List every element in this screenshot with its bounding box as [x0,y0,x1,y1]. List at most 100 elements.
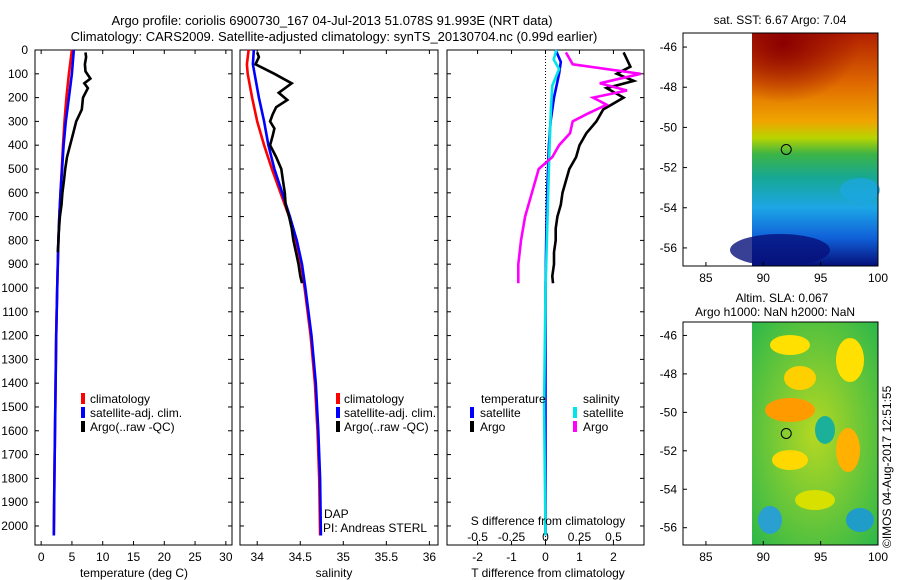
x-tick-label: 5 [69,550,76,564]
temperature-legend: climatology satellite-adj. clim. Argo(..… [81,392,182,434]
series-line-t-argo [550,51,638,284]
depth-tick-label: 1500 [1,400,28,414]
x-tick-label: 20 [158,550,172,564]
x-tick-label: 2 [610,550,617,564]
x-tick-label: 35.5 [375,550,399,564]
legend-label-t-argo: Argo [480,420,506,434]
x-top-tick-label: 0.5 [605,530,622,544]
depth-tick-label: 1200 [1,329,28,343]
depth-tick-label: 300 [8,114,28,128]
depth-tick-label: 100 [8,67,28,81]
x-top-tick-label: -0.5 [467,530,488,544]
legend-salinity-header: salinity [583,392,620,406]
sla-map-ticks: 85 90 95 100 -46 -48 -50 -52 -54 -56 [660,328,889,564]
depth-tick-label: 1800 [1,471,28,485]
series-line-argo-raw-qc- [253,51,304,284]
x-tick-label: 25 [188,550,202,564]
depth-tick-label: 1000 [1,281,28,295]
depth-tick-label: 200 [8,91,28,105]
x-tick-label: 1 [576,550,583,564]
sst-map-ticks: 85 90 95 100 -46 -48 -50 -52 -54 -56 [660,40,889,285]
sst-red-patch [752,33,878,133]
map-y-tick-label: -56 [660,241,678,255]
series-line-argo-raw-qc- [56,52,93,253]
salinity-panel: 34 34.5 35 35.5 36 salinity climatology sate… [239,49,439,580]
sla-blob [836,338,864,382]
legend-swatch-argo [336,421,340,432]
difference-series [516,49,641,536]
map-y-tick-label: -56 [660,521,678,535]
legend-swatch-argo [81,421,85,432]
series-line-climatology [245,49,322,536]
x-tick-label: 0 [542,550,549,564]
x-tick-label: 30 [219,550,233,564]
legend-temperature-header: temperature [481,392,546,406]
map-y-tick-label: -48 [660,367,678,381]
depth-tick-label: 600 [8,186,28,200]
sst-map-title: sat. SST: 6.67 Argo: 7.04 [714,13,847,27]
sst-cold-patch [730,234,830,266]
series-line-s-argo [516,51,641,284]
series-line-satellite-adj-clim- [251,49,323,536]
legend-label-t-sat: satellite [480,406,521,420]
legend-label-sat: satellite-adj. clim. [344,406,436,420]
x-tick-label: -1 [506,550,517,564]
title-line1: Argo profile: coriolis 6900730_167 04-Ju… [111,13,552,28]
map-x-tick-label: 95 [814,550,828,564]
depth-tick-label: 900 [8,257,28,271]
temperature-panel: 0 5 10 15 20 25 30 temperature (deg C) climato… [34,49,233,580]
depth-tick-label: 0 [21,43,28,57]
map-y-tick-label: -46 [660,328,678,342]
depth-axis: 0 100 200 300 400 500 600 700 800 900 1000 1100 1200… [1,43,28,533]
x-top-tick-label: -0.25 [498,530,526,544]
x-tick-label: 0 [38,550,45,564]
legend-label-sat: satellite-adj. clim. [90,406,182,420]
depth-tick-label: 1900 [1,495,28,509]
salinity-xlabel: salinity [316,566,353,580]
map-x-tick-label: 85 [699,550,713,564]
depth-tick-label: 1600 [1,424,28,438]
sst-cool-patch [840,178,880,202]
legend-label-argo: Argo(..raw -QC) [90,420,175,434]
salinity-series [245,49,323,536]
legend-label-s-argo: Argo [583,420,609,434]
legend-swatch-sat [336,407,340,418]
map-y-tick-label: -52 [660,444,678,458]
difference-legend: temperature salinity satellite Argo sate… [470,392,624,434]
x-top-tick-label: 0.25 [568,530,592,544]
sla-blob [784,366,816,390]
depth-tick-label: 400 [8,138,28,152]
legend-label-clim: climatology [90,392,150,406]
legend-label-clim: climatology [344,392,404,406]
sla-blob [765,398,815,422]
map-y-tick-label: -48 [660,80,678,94]
sla-map-title2: Argo h1000: NaN h2000: NaN [695,305,855,319]
x-tick-label: 10 [96,550,110,564]
map-y-tick-label: -50 [660,405,678,419]
timestamp: ©IMOS 04-Aug-2017 12:51:55 [880,385,894,548]
sla-blob [758,506,782,534]
sla-blob [795,490,835,510]
x-tick-label: 34.5 [289,550,313,564]
legend-swatch-t-sat [470,407,474,418]
sla-blobs [758,335,874,534]
depth-tick-label: 500 [8,162,28,176]
map-y-tick-label: -54 [660,201,678,215]
depth-tick-label: 1400 [1,376,28,390]
map-x-tick-label: 100 [868,271,888,285]
depth-tick-label: 2000 [1,519,28,533]
map-x-tick-label: 90 [757,550,771,564]
depth-tick-label: 1700 [1,448,28,462]
pi-annotation: PI: Andreas STERL [323,521,427,535]
sla-blob [836,428,860,472]
map-y-tick-label: -46 [660,40,678,54]
depth-tick-label: 1300 [1,352,28,366]
x-tick-label: 15 [127,550,141,564]
difference-xlabel-top: S difference from climatology [471,514,626,528]
legend-label-s-sat: satellite [583,406,624,420]
x-tick-label: -2 [472,550,483,564]
map-x-tick-label: 100 [868,550,888,564]
sla-blob [846,508,874,532]
